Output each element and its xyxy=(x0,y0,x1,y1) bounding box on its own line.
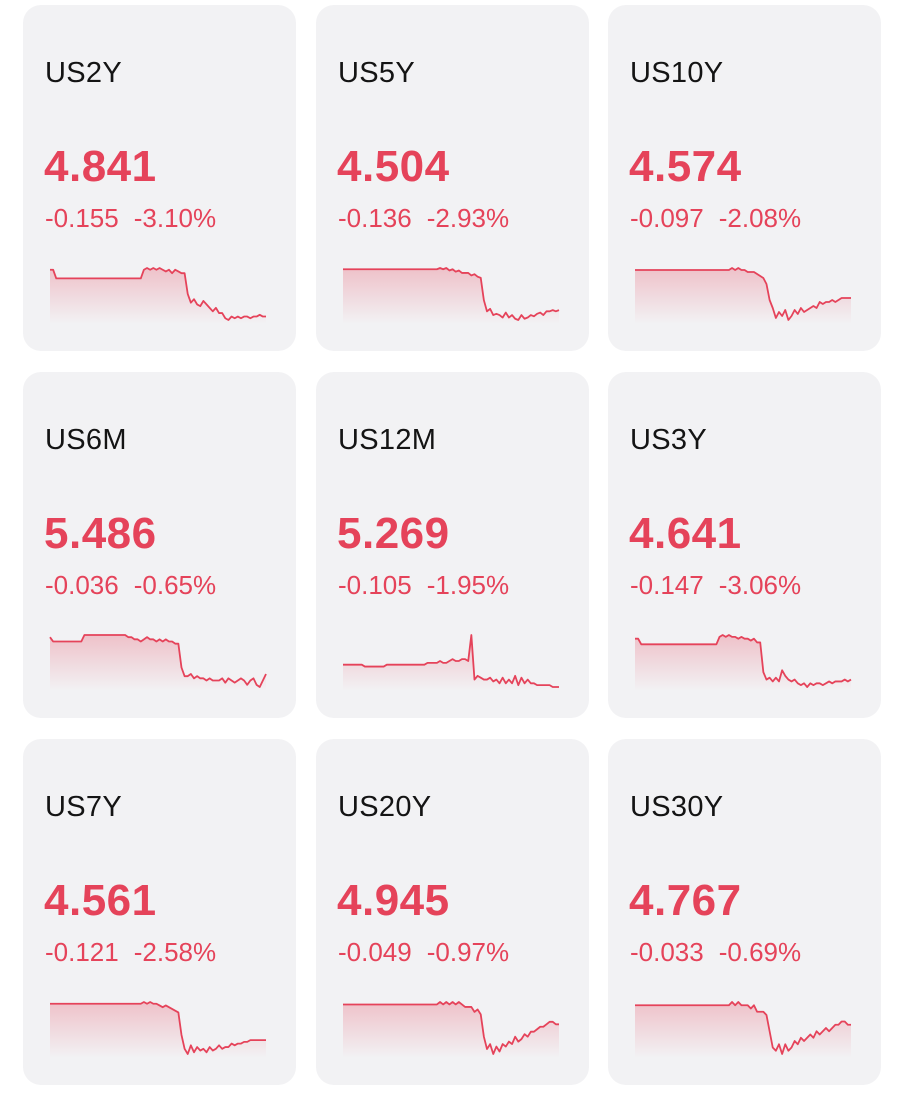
quote-change-percent: -2.93% xyxy=(426,203,510,233)
quote-symbol: US7Y xyxy=(45,791,122,823)
sparkline-chart xyxy=(635,634,852,691)
quote-card-us3y[interactable]: US3Y 4.641 -0.147 -3.06% xyxy=(608,372,881,718)
sparkline-line xyxy=(50,267,266,321)
quote-change-row: -0.036 -0.65% xyxy=(45,570,216,601)
quote-change-row: -0.049 -0.97% xyxy=(338,937,509,968)
quote-change: -0.105 xyxy=(338,570,412,600)
quote-price: 4.841 xyxy=(44,142,157,191)
quote-symbol: US2Y xyxy=(45,57,122,89)
quote-symbol: US5Y xyxy=(338,57,415,89)
quote-card-us6m[interactable]: US6M 5.486 -0.036 -0.65% xyxy=(23,372,296,718)
quote-price: 4.767 xyxy=(629,876,742,925)
quote-change: -0.136 xyxy=(338,203,412,233)
sparkline-area xyxy=(50,268,266,324)
sparkline-line xyxy=(50,1001,266,1055)
quote-card-us12m[interactable]: US12M 5.269 -0.105 -1.95% xyxy=(316,372,589,718)
sparkline-area xyxy=(635,1002,851,1058)
sparkline-area xyxy=(635,635,851,691)
quote-change: -0.036 xyxy=(45,570,119,600)
quote-change-row: -0.136 -2.93% xyxy=(338,203,509,234)
sparkline-chart xyxy=(635,267,851,324)
quote-card-us10y[interactable]: US10Y 4.574 -0.097 -2.08% xyxy=(608,5,881,351)
quote-change: -0.097 xyxy=(630,203,704,233)
sparkline-line xyxy=(49,634,267,688)
quote-price: 4.945 xyxy=(337,876,450,925)
sparkline-area xyxy=(343,268,559,324)
sparkline-area xyxy=(343,635,559,691)
quote-change-percent: -1.95% xyxy=(426,570,510,600)
sparkline-area xyxy=(343,1002,559,1058)
sparkline-line xyxy=(635,634,852,688)
sparkline-line xyxy=(343,1001,559,1055)
quote-symbol: US3Y xyxy=(630,424,707,456)
quote-change-percent: -3.10% xyxy=(133,203,217,233)
quote-card-us20y[interactable]: US20Y 4.945 -0.049 -0.97% xyxy=(316,739,589,1085)
quote-change-row: -0.155 -3.10% xyxy=(45,203,216,234)
quote-change: -0.155 xyxy=(45,203,119,233)
quote-price: 4.641 xyxy=(629,509,742,558)
quote-card-us30y[interactable]: US30Y 4.767 -0.033 -0.69% xyxy=(608,739,881,1085)
sparkline-area xyxy=(50,1002,266,1058)
quote-card-us2y[interactable]: US2Y 4.841 -0.155 -3.10% xyxy=(23,5,296,351)
sparkline-chart xyxy=(343,1001,559,1058)
quote-change-percent: -0.97% xyxy=(426,937,510,967)
quote-symbol: US6M xyxy=(45,424,127,456)
sparkline-line xyxy=(635,267,851,321)
sparkline-line xyxy=(343,634,559,688)
quote-price: 4.561 xyxy=(44,876,157,925)
quote-change-row: -0.033 -0.69% xyxy=(630,937,801,968)
quote-change-percent: -2.08% xyxy=(718,203,802,233)
quote-price: 4.504 xyxy=(337,142,450,191)
quote-change: -0.121 xyxy=(45,937,119,967)
quote-symbol: US12M xyxy=(338,424,437,456)
quote-card-us5y[interactable]: US5Y 4.504 -0.136 -2.93% xyxy=(316,5,589,351)
quote-card-us7y[interactable]: US7Y 4.561 -0.121 -2.58% xyxy=(23,739,296,1085)
quote-change-percent: -0.69% xyxy=(718,937,802,967)
quote-change: -0.147 xyxy=(630,570,704,600)
quote-change-row: -0.147 -3.06% xyxy=(630,570,801,601)
quote-symbol: US30Y xyxy=(630,791,724,823)
sparkline-chart xyxy=(343,267,560,324)
sparkline-line xyxy=(635,1001,851,1055)
quote-symbol: US10Y xyxy=(630,57,724,89)
quote-change-percent: -0.65% xyxy=(133,570,217,600)
quote-symbol: US20Y xyxy=(338,791,432,823)
sparkline-area xyxy=(50,635,266,691)
quote-change: -0.033 xyxy=(630,937,704,967)
sparkline-chart xyxy=(50,1001,266,1058)
quote-change: -0.049 xyxy=(338,937,412,967)
quote-change-row: -0.121 -2.58% xyxy=(45,937,216,968)
quote-change-row: -0.097 -2.08% xyxy=(630,203,801,234)
quote-price: 5.486 xyxy=(44,509,157,558)
sparkline-chart xyxy=(49,634,267,691)
sparkline-chart xyxy=(635,1001,851,1058)
quote-price: 5.269 xyxy=(337,509,450,558)
sparkline-chart xyxy=(50,267,266,324)
quote-change-row: -0.105 -1.95% xyxy=(338,570,509,601)
quote-change-percent: -3.06% xyxy=(718,570,802,600)
quote-price: 4.574 xyxy=(629,142,742,191)
sparkline-line xyxy=(343,267,560,321)
sparkline-area xyxy=(635,268,851,324)
quote-change-percent: -2.58% xyxy=(133,937,217,967)
sparkline-chart xyxy=(343,634,559,691)
